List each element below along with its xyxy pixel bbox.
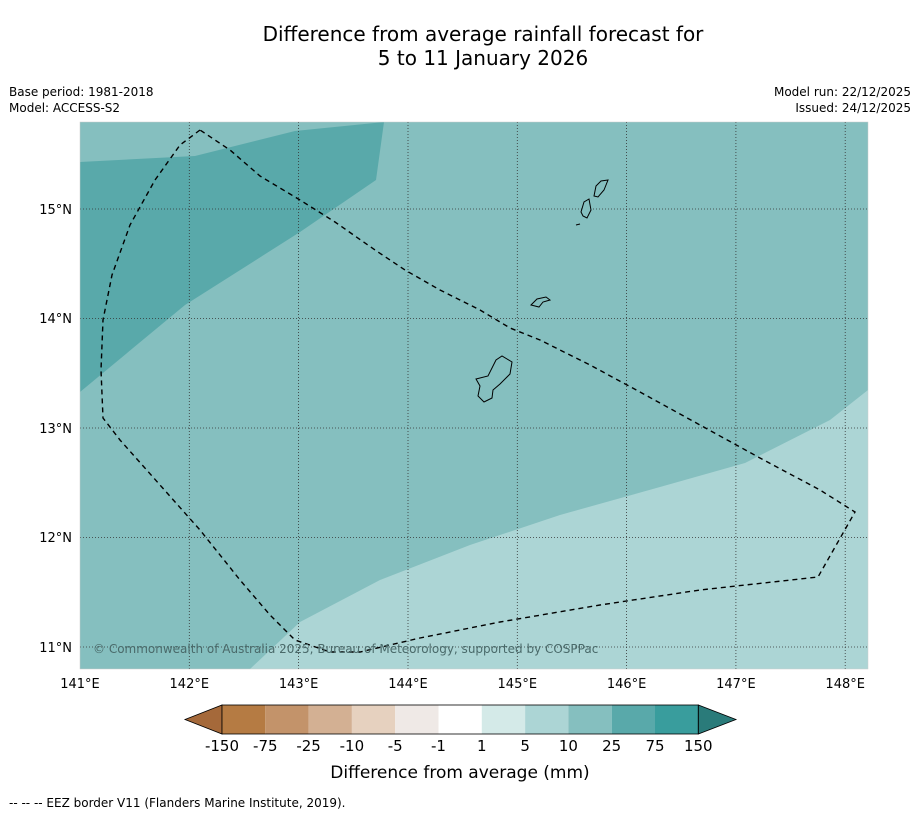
colorbar-swatch	[525, 705, 569, 734]
base-period: Base period: 1981-2018	[9, 85, 154, 99]
latitude-ticks: 15°N 14°N 13°N 12°N 11°N	[39, 203, 72, 656]
meta-left: Base period: 1981-2018 Model: ACCESS-S2	[9, 84, 154, 116]
eez-legend-footer: -- -- -- EEZ border V11 (Flanders Marine…	[9, 796, 346, 810]
lon-tick: 145°E	[498, 677, 538, 692]
lat-tick: 15°N	[39, 203, 72, 218]
issued-date: Issued: 24/12/2025	[795, 101, 911, 115]
colorbar-swatch	[351, 705, 396, 734]
lon-tick: 143°E	[279, 677, 319, 692]
lat-tick: 11°N	[39, 641, 72, 656]
band-25-to-75	[80, 122, 384, 392]
colorbar-swatch	[395, 705, 439, 734]
colorbar-labels: -150 -75 -25 -10 -5 -1 1 5 10 25 75 150	[205, 737, 713, 755]
colorbar-swatch	[611, 705, 655, 734]
colorbar-swatch	[265, 705, 309, 734]
lon-tick: 142°E	[170, 677, 210, 692]
colorbar-label: 75	[645, 737, 664, 755]
colorbar-frame	[221, 704, 699, 735]
colorbar-label: 1	[477, 737, 487, 755]
aguijan-islet	[575, 223, 581, 226]
colorbar-label: 150	[684, 737, 713, 755]
colorbar-label: 5	[520, 737, 530, 755]
colorbar-swatch	[481, 705, 526, 734]
colorbar-label: -5	[388, 737, 403, 755]
lat-tick: 14°N	[39, 312, 72, 327]
lon-tick: 146°E	[607, 677, 647, 692]
colorbar-swatch	[222, 705, 266, 734]
title-line-2: 5 to 11 January 2026	[377, 46, 589, 70]
rota-island	[530, 296, 552, 308]
meta-right: Model run: 22/12/2025 Issued: 24/12/2025	[774, 84, 911, 116]
tinian-island	[580, 198, 592, 219]
lat-tick: 12°N	[39, 531, 72, 546]
colorbar	[183, 704, 738, 735]
colorbar-title: Difference from average (mm)	[330, 763, 589, 783]
model-run: Model run: 22/12/2025	[773, 85, 911, 99]
colorbar-extend-low	[183, 704, 223, 735]
colorbar-extend-high	[697, 704, 738, 735]
model-name: Model: ACCESS-S2	[9, 101, 121, 115]
guam-island	[475, 355, 513, 403]
saipan-island	[593, 179, 609, 198]
colorbar-swatch	[438, 705, 482, 734]
colorbar-swatch	[655, 705, 699, 734]
colorbar-label: -75	[253, 737, 278, 755]
map-title: Difference from average rainfall forecas…	[0, 22, 919, 70]
colorbar-label: -150	[205, 737, 239, 755]
colorbar-swatch	[308, 705, 352, 734]
colorbar-label: -10	[340, 737, 365, 755]
map-frame	[79, 121, 869, 670]
lat-tick: 13°N	[39, 422, 72, 437]
lon-tick: 147°E	[716, 677, 756, 692]
rainfall-map: © Commonwealth of Australia 2025, Bureau…	[80, 122, 868, 669]
graticule	[80, 122, 868, 669]
colorbar-label: 10	[559, 737, 578, 755]
band-5-to-10	[250, 390, 868, 669]
colorbar-swatch	[568, 705, 612, 734]
colorbar-label: -1	[431, 737, 446, 755]
longitude-ticks: 141°E 142°E 143°E 144°E 145°E 146°E 147°…	[60, 677, 865, 692]
lon-tick: 141°E	[60, 677, 100, 692]
title-line-1: Difference from average rainfall forecas…	[262, 22, 704, 46]
colorbar-label: -25	[296, 737, 321, 755]
islands	[475, 179, 609, 403]
lon-tick: 148°E	[825, 677, 865, 692]
colorbar-label: 25	[602, 737, 621, 755]
eez-border	[100, 129, 856, 653]
lon-tick: 144°E	[388, 677, 428, 692]
copyright-notice: © Commonwealth of Australia 2025, Bureau…	[93, 642, 598, 656]
